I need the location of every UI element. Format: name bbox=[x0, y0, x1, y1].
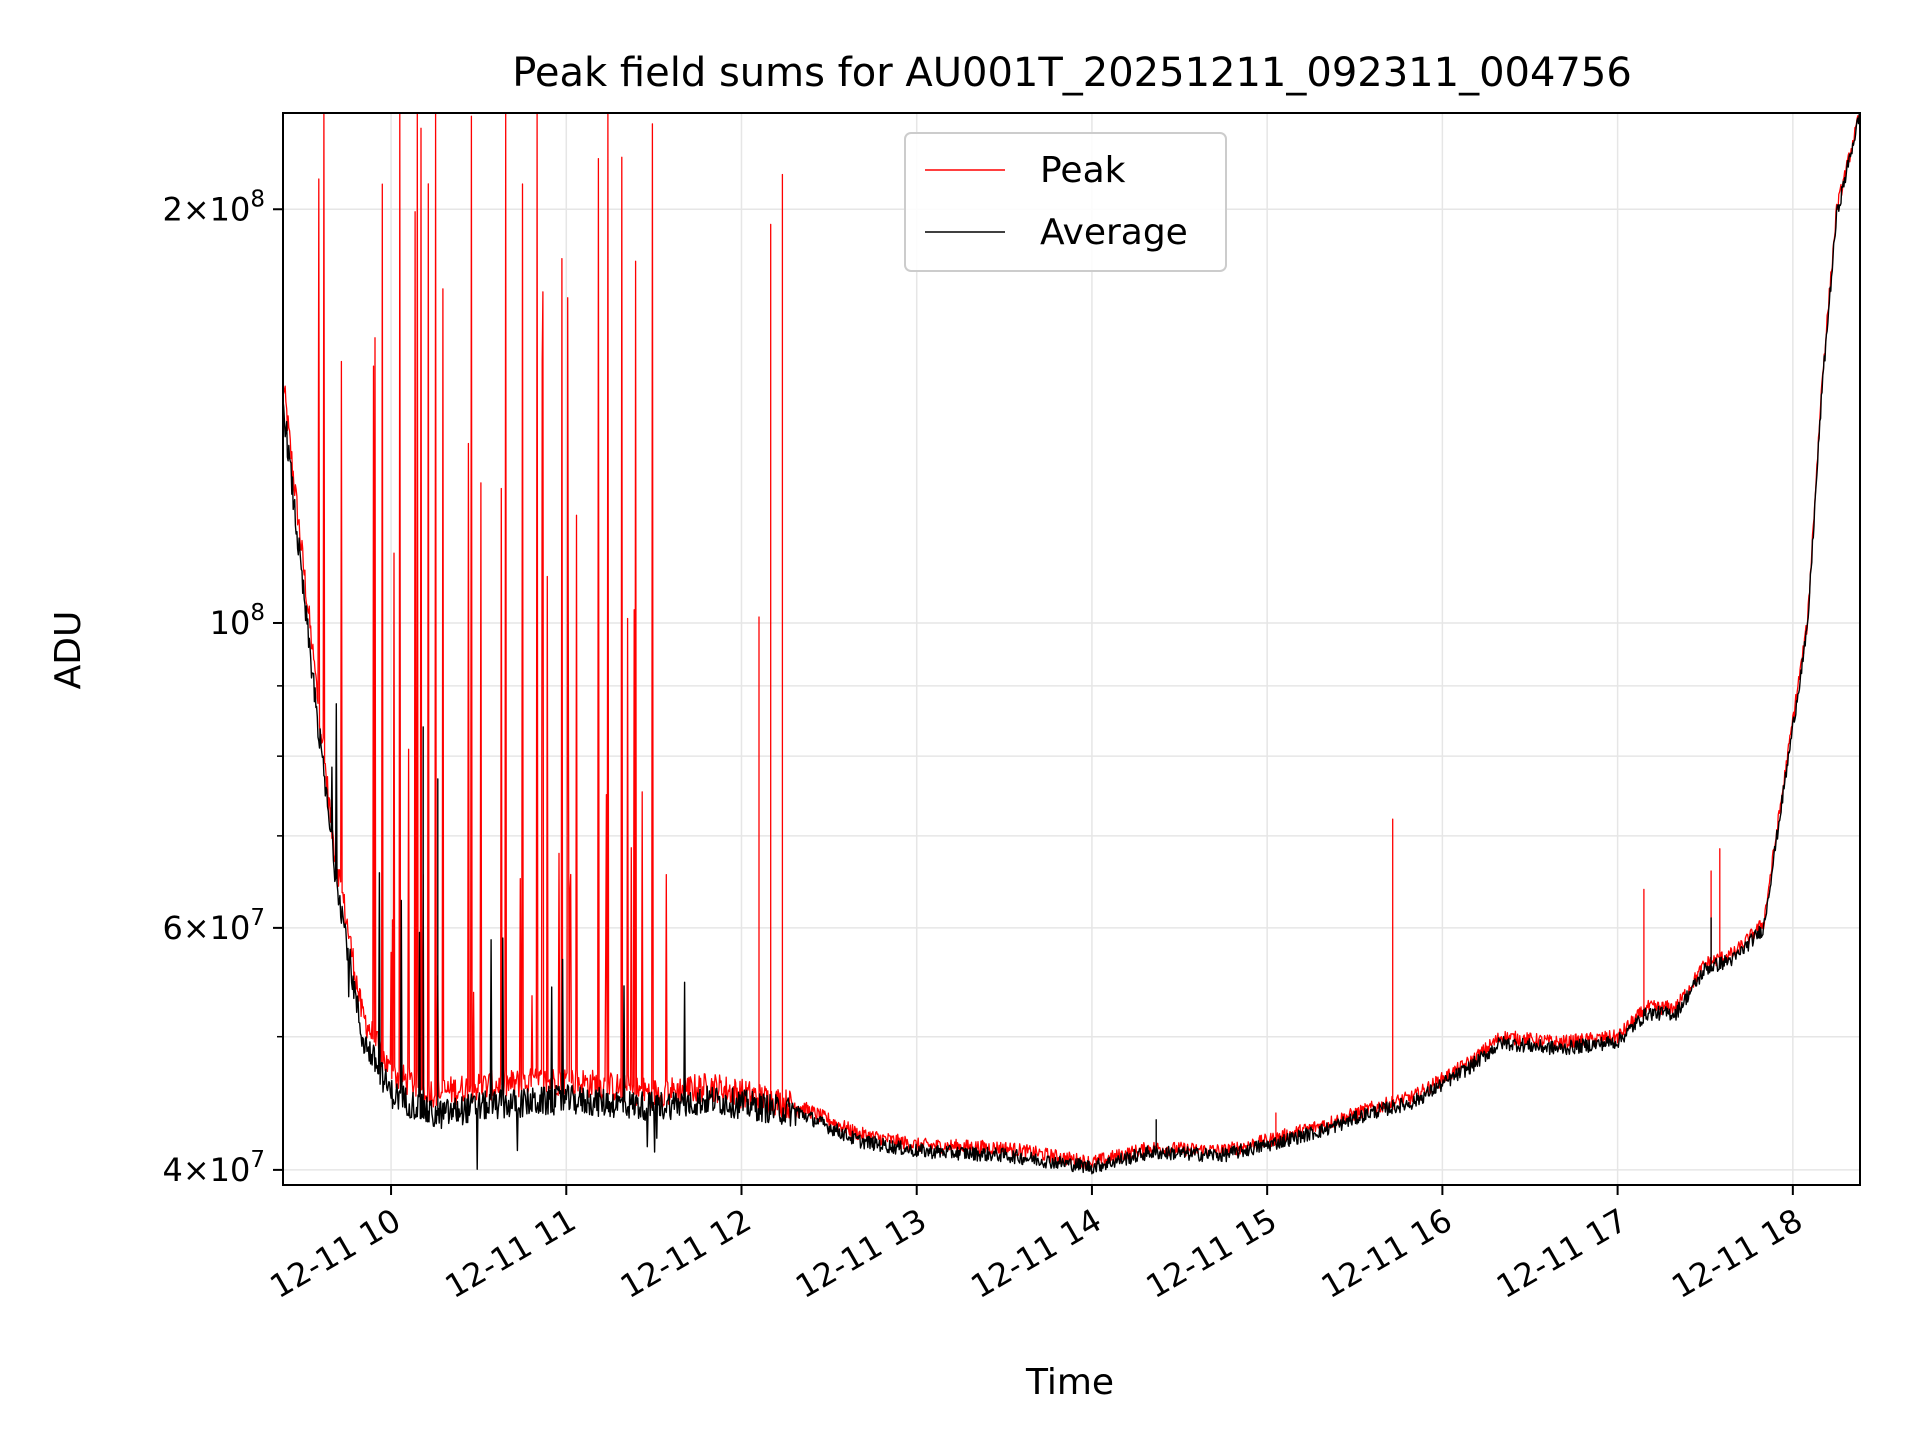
y-tick-base: 2×10 bbox=[162, 190, 250, 228]
legend-label-average: Average bbox=[1040, 212, 1188, 253]
legend-frame bbox=[904, 132, 1227, 272]
x-tick-label: 12-11 10 bbox=[263, 1201, 407, 1306]
series-layer bbox=[283, 113, 1860, 1175]
y-tick-label: 4×107 bbox=[162, 1147, 265, 1189]
legend: Peak Average bbox=[904, 132, 1227, 272]
x-tick-label: 12-11 18 bbox=[1665, 1201, 1809, 1306]
x-tick-label: 12-11 16 bbox=[1315, 1201, 1459, 1306]
x-axis: 12-11 10 12-11 11 12-11 12 12-11 13 12-11 14… bbox=[263, 1185, 1809, 1306]
y-tick-exponent: 8 bbox=[250, 186, 265, 212]
y-tick-exponent: 7 bbox=[250, 905, 265, 931]
x-tick-label: 12-11 14 bbox=[964, 1201, 1108, 1306]
x-axis-label: Time bbox=[1025, 1362, 1114, 1403]
x-tick-label: 12-11 12 bbox=[614, 1201, 758, 1306]
series-line-average bbox=[283, 113, 1860, 1175]
y-tick-label: 108 bbox=[210, 600, 265, 642]
x-tick-label: 12-11 15 bbox=[1140, 1201, 1284, 1306]
y-axis-label: ADU bbox=[48, 611, 89, 690]
y-tick-exponent: 7 bbox=[250, 1147, 265, 1173]
x-tick-label: 12-11 17 bbox=[1490, 1201, 1634, 1306]
x-tick-label: 12-11 13 bbox=[789, 1201, 933, 1306]
legend-label-peak: Peak bbox=[1040, 150, 1126, 191]
y-tick-exponent: 8 bbox=[250, 600, 265, 626]
y-tick-base: 10 bbox=[210, 604, 251, 642]
y-tick-label: 6×107 bbox=[162, 905, 265, 947]
y-tick-base: 6×10 bbox=[162, 909, 250, 947]
chart-title: Peak field sums for AU001T_20251211_0923… bbox=[512, 50, 1632, 96]
y-tick-base: 4×10 bbox=[162, 1151, 250, 1189]
x-tick-label: 12-11 11 bbox=[439, 1201, 583, 1306]
y-tick-label: 2×108 bbox=[162, 186, 265, 228]
plot-frame bbox=[282, 112, 1861, 1186]
